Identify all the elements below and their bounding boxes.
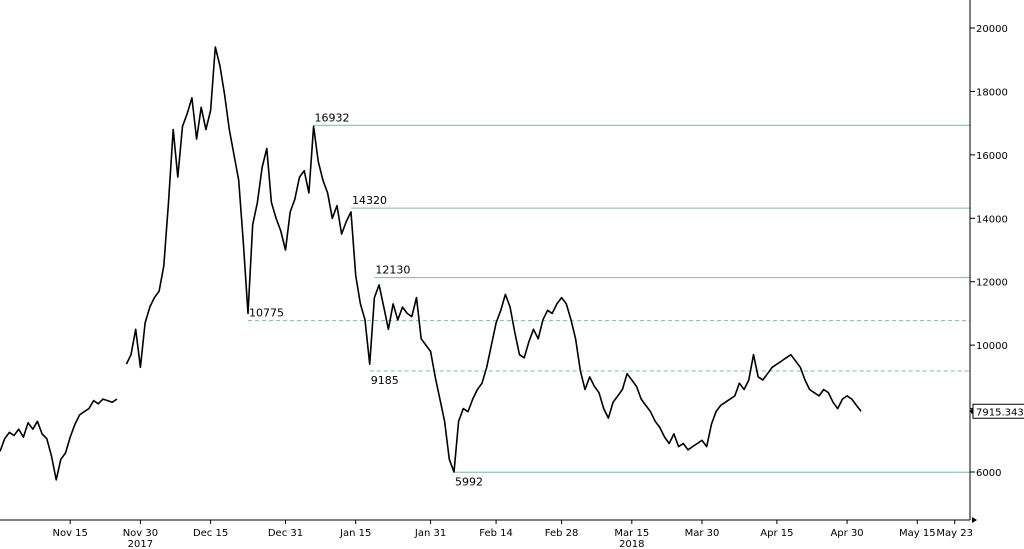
price-line-segment-1 [125, 46, 862, 473]
x-tick-label-may-23: May 23 [936, 528, 973, 539]
last-value-marker: 7915.3438 [970, 403, 1024, 419]
x-tick-label-mar-15: Mar 15 [614, 528, 649, 539]
level-label-9185: 9185 [371, 374, 399, 387]
year-label-2018: 2018 [619, 539, 644, 549]
level-label-14320: 14320 [352, 194, 387, 207]
x-tick-label-dec-15: Dec 15 [193, 528, 228, 539]
x-axis: Nov 15 Nov 30 Dec 15 Dec 31 Jan 15 Jan 31 Feb … [0, 517, 977, 549]
x-tick-label-jan-31: Jan 31 [414, 528, 446, 539]
y-tick-label-10000: 10000 [976, 341, 1008, 352]
x-tick-label-apr-15: Apr 15 [760, 528, 793, 539]
x-tick-label-jan-15: Jan 15 [339, 528, 371, 539]
level-label-10775: 10775 [249, 307, 284, 320]
horizontal-levels [248, 124, 970, 473]
last-value-pointer-icon [970, 407, 973, 416]
last-value-label: 7915.3438 [976, 407, 1024, 418]
y-tick-label-18000: 18000 [976, 87, 1008, 98]
x-tick-label-may-15: May 15 [899, 528, 936, 539]
x-axis-arrow-icon [972, 517, 977, 523]
y-tick-label-12000: 12000 [976, 278, 1008, 289]
price-line-segment-0 [0, 398, 118, 481]
level-label-5992: 5992 [455, 475, 483, 488]
year-label-2017: 2017 [128, 539, 153, 549]
x-tick-label-dec-31: Dec 31 [268, 528, 303, 539]
price-series [0, 46, 862, 481]
y-tick-label-6000: 6000 [976, 468, 1001, 479]
x-tick-label-feb-28: Feb 28 [545, 528, 579, 539]
y-tick-label-20000: 20000 [976, 24, 1008, 35]
level-label-12130: 12130 [375, 264, 410, 277]
x-tick-label-mar-30: Mar 30 [685, 528, 720, 539]
x-tick-label-nov-15: Nov 15 [52, 528, 87, 539]
y-tick-label-14000: 14000 [976, 214, 1008, 225]
x-tick-label-nov-30: Nov 30 [123, 528, 158, 539]
level-label-16932: 16932 [315, 111, 350, 124]
y-axis: 60008000100001200014000160001800020000 [969, 0, 1008, 520]
x-tick-label-feb-14: Feb 14 [479, 528, 513, 539]
x-tick-label-apr-30: Apr 30 [830, 528, 863, 539]
y-tick-label-16000: 16000 [976, 151, 1008, 162]
level-labels: 16932 14320 12130 10775 9185 5992 [249, 111, 483, 488]
